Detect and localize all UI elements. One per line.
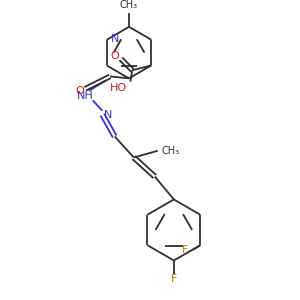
Text: N: N <box>104 110 112 120</box>
Text: F: F <box>182 245 188 255</box>
Text: O: O <box>111 51 119 61</box>
Text: HO: HO <box>110 83 127 93</box>
Text: CH₃: CH₃ <box>161 146 180 156</box>
Text: CH₃: CH₃ <box>120 0 138 10</box>
Text: O: O <box>75 86 84 96</box>
Text: NH: NH <box>77 92 94 101</box>
Text: F: F <box>171 274 177 284</box>
Text: N: N <box>110 34 119 44</box>
